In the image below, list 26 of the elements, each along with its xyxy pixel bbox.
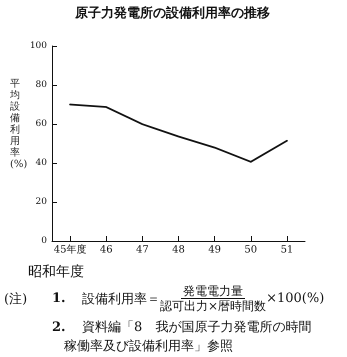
- text: 2.: [52, 320, 67, 335]
- x-tick-label: 45年度: [54, 244, 86, 256]
- y-tick-label: 80: [36, 80, 48, 90]
- text: 発電電力量: [181, 284, 246, 299]
- y-tick-label: 20: [36, 197, 48, 207]
- chart-title: 原子力発電所の設備利用率の推移: [74, 5, 270, 21]
- x-tick-label: 47: [136, 244, 149, 256]
- x-tick-label: 48: [172, 244, 185, 256]
- y-axis-title: 平均設備利用率(%): [9, 78, 28, 170]
- y-tick-label: 60: [36, 119, 48, 129]
- y-tick-label: 100: [30, 41, 48, 51]
- y-tick-label: 0: [41, 236, 48, 246]
- text: 稼働率及び設備利用率」参照: [64, 338, 233, 355]
- text: ×100(%): [266, 291, 324, 306]
- x-tick-label: 46: [100, 244, 113, 256]
- text: 設備利用率＝: [82, 290, 160, 308]
- x-tick-label: 50: [244, 244, 258, 256]
- x-axis-title: 昭和年度: [28, 263, 84, 281]
- y-tick-label: 40: [36, 158, 48, 168]
- x-tick-label: 49: [208, 244, 222, 256]
- text: 1.: [52, 291, 67, 306]
- line-series: [69, 104, 288, 163]
- x-tick-label: 51: [280, 244, 294, 256]
- text: 資料編「8 我が国原子力発電所の時間: [82, 320, 312, 335]
- text: 認可出力×暦時間数: [160, 299, 266, 313]
- text: (注): [4, 290, 28, 308]
